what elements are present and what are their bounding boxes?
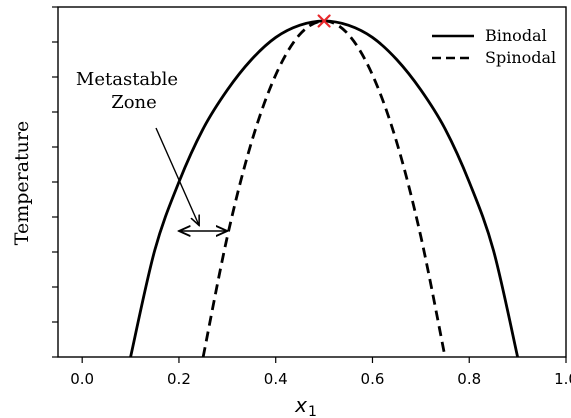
x-tick-label-2: 0.4 [264, 370, 288, 388]
y-axis-label: Temperature [11, 121, 33, 245]
legend-label-spinodal: Spinodal [485, 48, 556, 67]
x-axis-ticks: 0.0 0.2 0.4 0.6 0.8 1.0 [70, 357, 571, 388]
legend: Binodal Spinodal [432, 26, 556, 67]
annotation-pointer-arrow [155, 127, 199, 226]
annotation-layer [155, 127, 227, 231]
annotation-line-2: Zone [111, 92, 157, 113]
series-line-spinodal [201, 19, 447, 358]
x-tick-label-5: 1.0 [554, 370, 571, 388]
legend-label-binodal: Binodal [485, 26, 547, 45]
series-line-binodal [129, 19, 519, 358]
y-axis-ticks [52, 6, 58, 358]
x-tick-label-0: 0.0 [70, 370, 94, 388]
x-tick-label-1: 0.2 [167, 370, 191, 388]
x-axis-label: x [294, 393, 307, 417]
annotation-line-1: Metastable [76, 69, 178, 90]
x-axis-label-subscript: 1 [308, 404, 317, 418]
x-tick-label-4: 0.8 [457, 370, 481, 388]
series-layer [129, 14, 519, 358]
critical-point-marker [317, 14, 331, 28]
x-tick-label-3: 0.6 [361, 370, 385, 388]
